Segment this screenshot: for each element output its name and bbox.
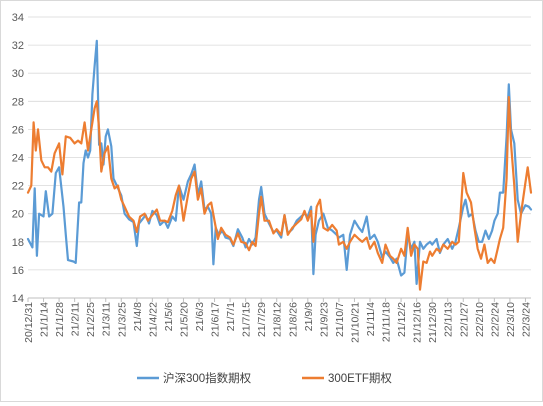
y-tick-label: 14	[12, 293, 24, 305]
x-tick-label: 21/10/21	[349, 302, 361, 343]
y-tick-label: 20	[12, 209, 24, 221]
x-tick-label: 22/2/24	[489, 302, 501, 337]
y-tick-label: 30	[12, 68, 24, 80]
x-tick-label: 21/1/14	[39, 302, 51, 337]
legend-label-1: 沪深300指数期权	[163, 371, 252, 385]
x-tick-label: 21/7/1	[225, 302, 237, 331]
x-tick-label: 21/6/17	[210, 302, 222, 337]
x-tick-label: 21/3/25	[116, 302, 128, 337]
x-tick-label: 22/3/24	[520, 302, 532, 337]
x-tick-label: 21/3/11	[101, 302, 113, 336]
x-tick-label: 21/4/22	[147, 302, 159, 337]
legend-label-2: 300ETF期权	[328, 372, 392, 385]
x-tick-label: 21/7/15	[241, 302, 253, 337]
x-tick-label: 21/5/20	[178, 302, 190, 337]
x-tick-label: 21/10/7	[334, 302, 346, 337]
x-tick-label: 21/6/3	[194, 302, 206, 331]
x-tick-label: 21/7/29	[256, 302, 268, 337]
x-tick-label: 21/4/8	[132, 302, 144, 331]
y-tick-label: 34	[12, 12, 24, 24]
y-tick-label: 16	[12, 265, 24, 277]
y-tick-label: 28	[12, 96, 24, 108]
series-lines	[26, 39, 533, 291]
series-line-2	[26, 96, 533, 291]
x-tick-label: 21/5/6	[163, 302, 175, 331]
x-tick-label: 21/2/25	[85, 302, 97, 337]
x-tick-label: 21/9/9	[303, 302, 315, 331]
x-tick-label: 21/12/2	[396, 302, 408, 337]
x-tick-label: 21/12/16	[412, 302, 424, 343]
x-tick-label: 21/11/4	[365, 302, 377, 336]
x-tick-label: 21/12/30	[427, 302, 439, 343]
x-tick-label: 22/2/10	[474, 302, 486, 337]
x-tick-label: 21/1/28	[54, 302, 66, 337]
x-tick-label: 21/2/11	[70, 302, 82, 336]
x-tick-label: 21/8/12	[272, 302, 284, 337]
y-tick-label: 22	[12, 181, 24, 193]
x-tick-label: 21/9/23	[318, 302, 330, 337]
y-tick-label: 32	[12, 40, 24, 52]
y-tick-label: 26	[12, 124, 24, 136]
x-tick-label: 22/3/10	[505, 302, 517, 337]
x-tick-label: 20/12/31	[23, 302, 35, 343]
x-tick-label: 22/1/13	[443, 302, 455, 337]
legend: 沪深300指数期权 300ETF期权	[137, 371, 392, 385]
y-tick-label: 18	[12, 237, 24, 249]
x-tick-label: 21/11/18	[381, 302, 393, 342]
y-tick-label: 24	[12, 153, 24, 165]
x-tick-label: 21/8/26	[287, 302, 299, 337]
x-tick-label: 22/1/27	[458, 302, 470, 337]
